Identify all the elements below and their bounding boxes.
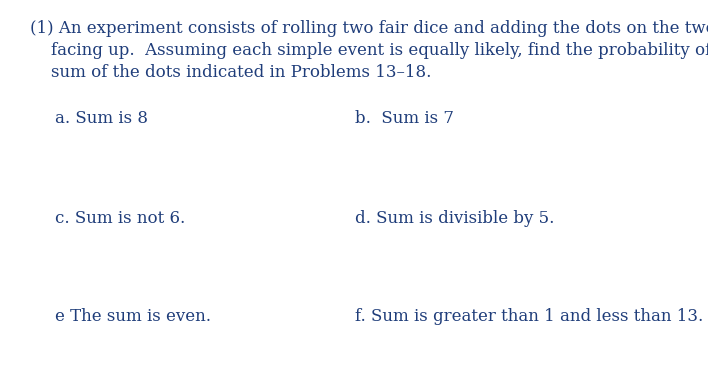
Text: e The sum is even.: e The sum is even. <box>55 308 211 325</box>
Text: d. Sum is divisible by 5.: d. Sum is divisible by 5. <box>355 210 554 227</box>
Text: f. Sum is greater than 1 and less than 13.: f. Sum is greater than 1 and less than 1… <box>355 308 703 325</box>
Text: sum of the dots indicated in Problems 13–18.: sum of the dots indicated in Problems 13… <box>30 64 431 81</box>
Text: b.  Sum is 7: b. Sum is 7 <box>355 110 454 127</box>
Text: (1) An experiment consists of rolling two fair dice and adding the dots on the t: (1) An experiment consists of rolling tw… <box>30 20 708 37</box>
Text: c. Sum is not 6.: c. Sum is not 6. <box>55 210 185 227</box>
Text: facing up.  Assuming each simple event is equally likely, find the probability o: facing up. Assuming each simple event is… <box>30 42 708 59</box>
Text: a. Sum is 8: a. Sum is 8 <box>55 110 148 127</box>
